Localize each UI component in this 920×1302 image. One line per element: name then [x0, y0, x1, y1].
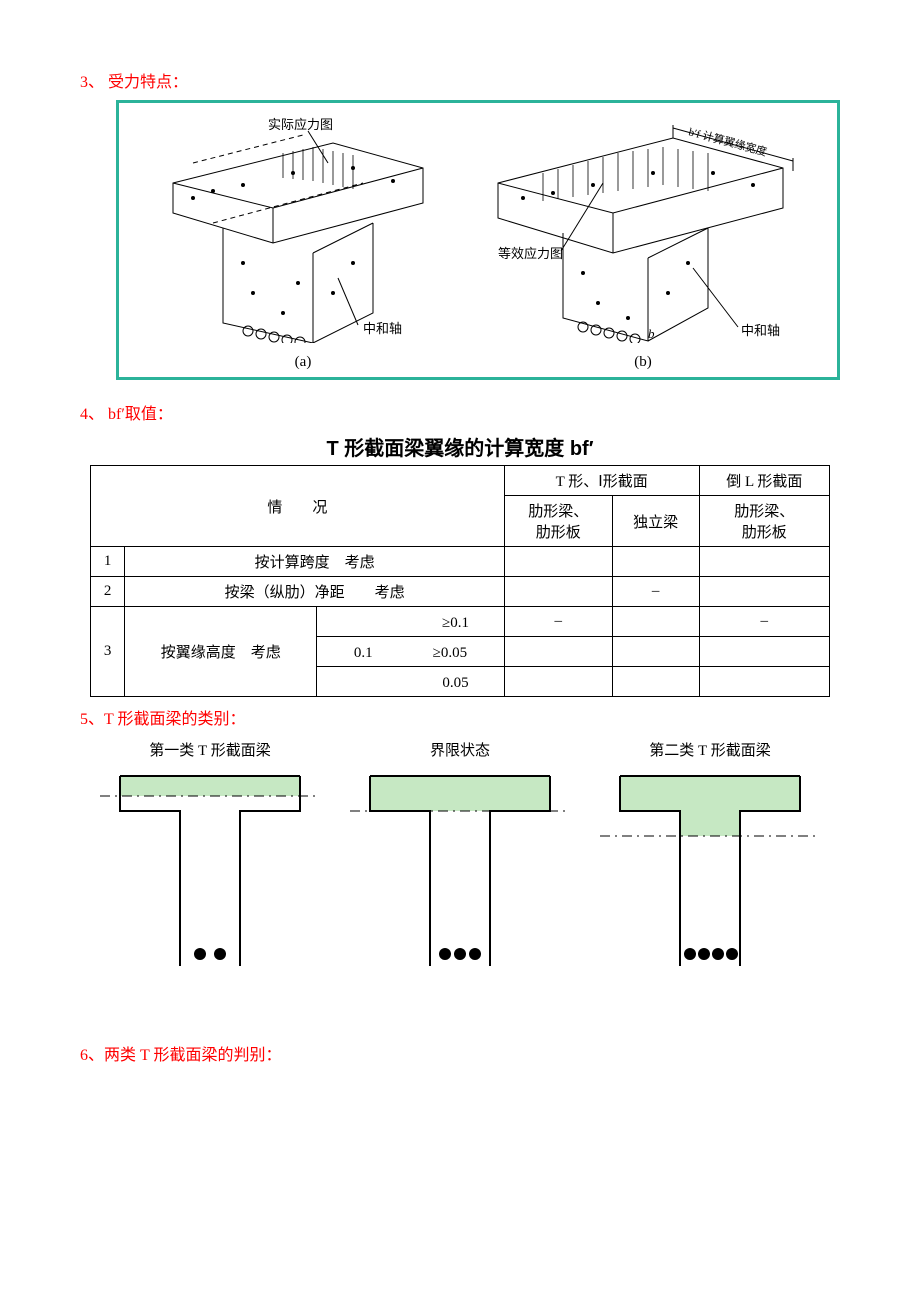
label-neutral-axis-a: 中和轴	[363, 321, 402, 336]
t-beam-type1-label: 第一类 T 形截面梁	[100, 739, 320, 760]
t-beam-type2: 第二类 T 形截面梁	[600, 739, 820, 981]
t-beam-type1-svg	[100, 766, 320, 976]
t-beam-boundary: 界限状态	[350, 739, 570, 981]
table-title: T 形截面梁翼缘的计算宽度 bf′	[80, 432, 840, 461]
section-3-heading: 3、 受力特点：	[80, 68, 840, 92]
section-4-heading: 4、 bf′取值：	[80, 400, 840, 424]
th-situation: 情 况	[91, 466, 505, 547]
th-l: 倒 L 形截面	[699, 466, 829, 496]
section-4-heading-text: 4、 bf′取值：	[80, 406, 173, 423]
bf-table: 情 况 T 形、Ⅰ形截面 倒 L 形截面 肋形梁、肋形板 独立梁 肋形梁、肋形板…	[90, 465, 830, 697]
section-5-heading: 5、T 形截面梁的类别：	[80, 705, 840, 729]
section-6-heading: 6、两类 T 形截面梁的判别：	[80, 1041, 840, 1065]
label-actual-stress: 实际应力图	[268, 117, 333, 132]
t-beam-boundary-svg	[350, 766, 570, 976]
figure-a-caption: (a)	[153, 354, 453, 371]
t-beam-boundary-label: 界限状态	[350, 739, 570, 760]
figure-a: 实际应力图 中和轴 (a)	[153, 113, 453, 371]
t-beam-type2-svg	[600, 766, 820, 976]
th-rib-b: 肋形梁、肋形板	[699, 496, 829, 547]
table-row: 3 按翼缘高度 考虑 ≥0.1 – –	[91, 607, 830, 637]
stress-diagram-b-svg: b′f 计算翼缘宽度 等效应力图 b 中和轴	[483, 113, 803, 343]
t-beam-type1: 第一类 T 形截面梁	[100, 739, 320, 981]
label-equiv-stress: 等效应力图	[498, 246, 563, 261]
table-row: 1 按计算跨度 考虑	[91, 547, 830, 577]
table-row: 2 按梁（纵肋）净距 考虑 –	[91, 577, 830, 607]
label-b: b	[648, 326, 655, 341]
label-bf-width: b′f 计算翼缘宽度	[687, 124, 768, 158]
th-t-i: T 形、Ⅰ形截面	[504, 466, 699, 496]
figure-box: 实际应力图 中和轴 (a)	[116, 100, 840, 380]
figure-b: b′f 计算翼缘宽度 等效应力图 b 中和轴 (b)	[483, 113, 803, 371]
t-beam-diagrams: 第一类 T 形截面梁 界限状态 第二类 T 形截面梁	[100, 739, 820, 981]
th-indep: 独立梁	[612, 496, 699, 547]
label-neutral-axis-b: 中和轴	[741, 323, 780, 338]
th-rib-a: 肋形梁、肋形板	[504, 496, 612, 547]
stress-diagram-a-svg: 实际应力图 中和轴	[153, 113, 453, 343]
figure-b-caption: (b)	[483, 354, 803, 371]
t-beam-type2-label: 第二类 T 形截面梁	[600, 739, 820, 760]
